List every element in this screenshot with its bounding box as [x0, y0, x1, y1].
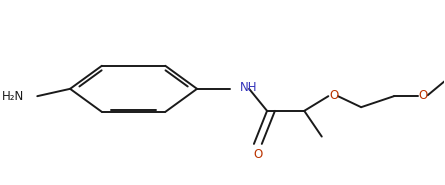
- Text: O: O: [419, 89, 428, 102]
- Text: H₂N: H₂N: [2, 90, 24, 103]
- Text: NH: NH: [239, 81, 257, 94]
- Text: O: O: [254, 148, 263, 162]
- Text: O: O: [329, 89, 339, 102]
